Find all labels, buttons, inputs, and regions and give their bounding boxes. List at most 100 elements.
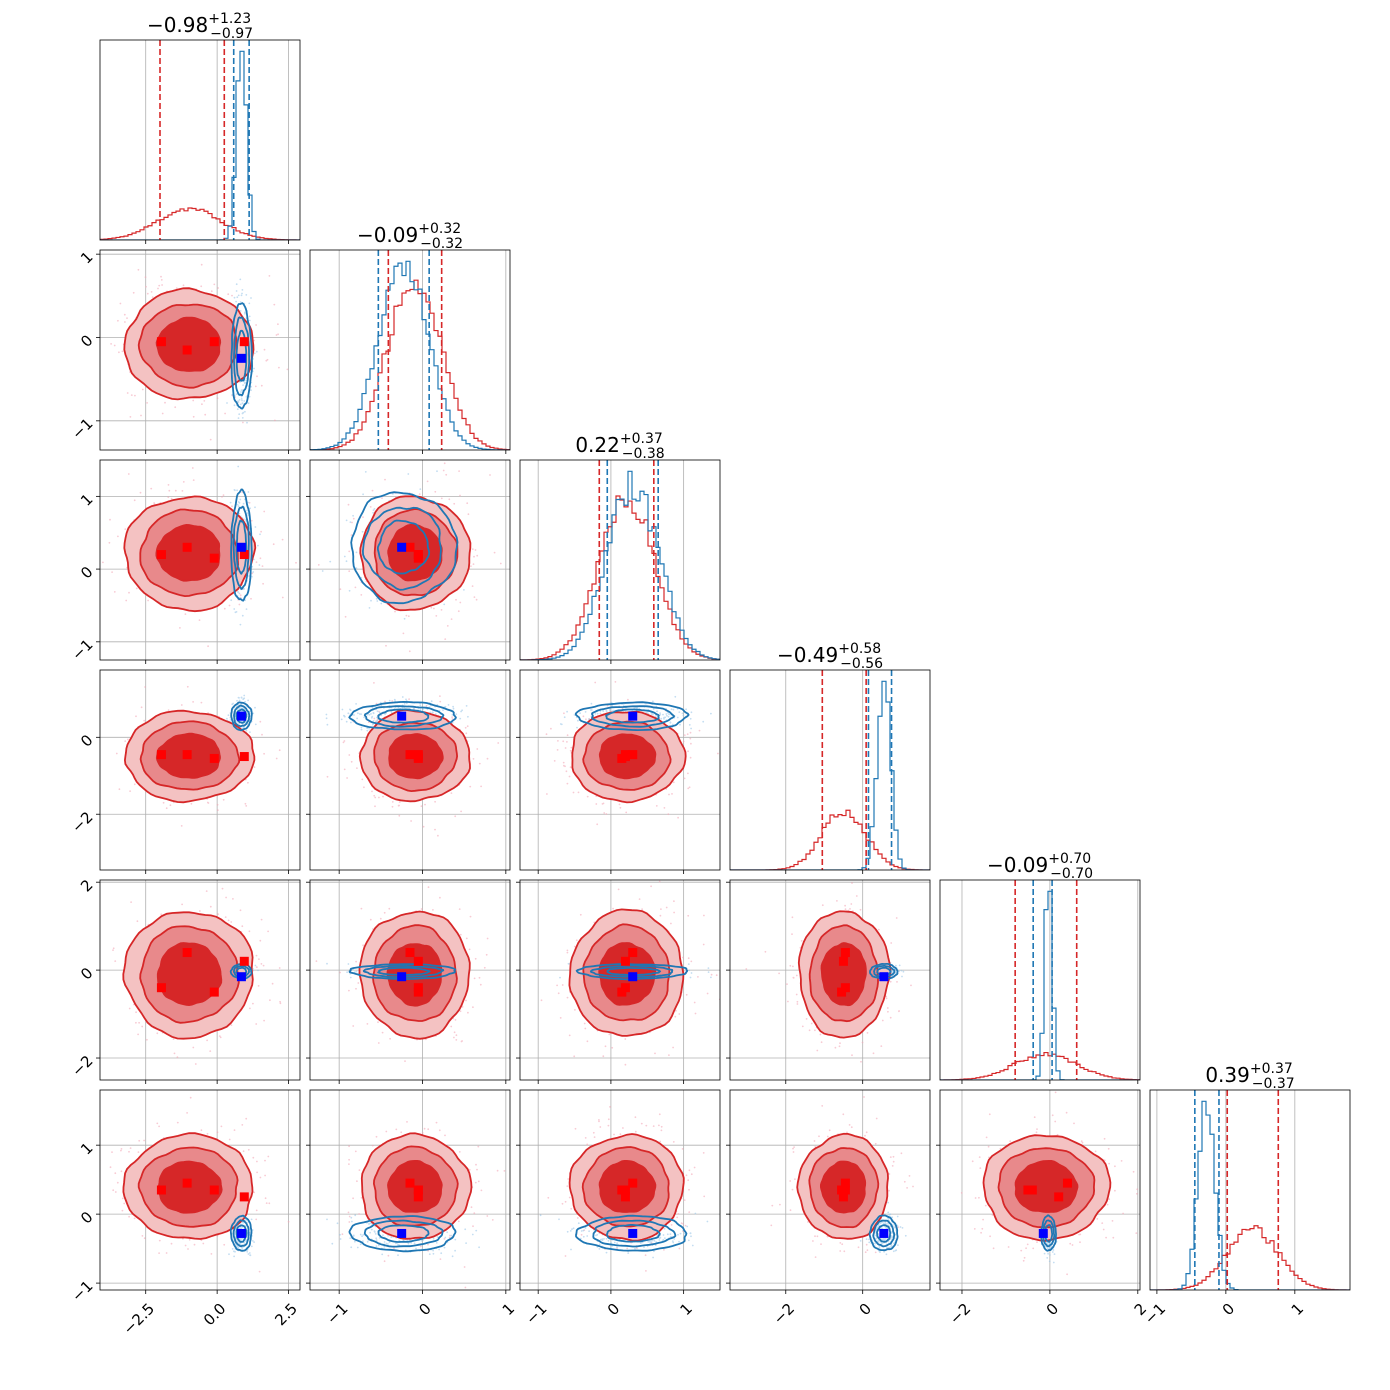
red-histogram: [520, 495, 720, 660]
blue-contour-line: [363, 1219, 444, 1248]
title-plus: +0.37: [1250, 1061, 1293, 1077]
red-marker: [617, 1185, 627, 1195]
panel-frame: [99, 879, 301, 1081]
y-tick-label: 1: [77, 248, 96, 267]
panel-content: [100, 460, 300, 660]
red-marker: [628, 1178, 638, 1188]
panel-frame: [99, 39, 301, 241]
blue-marker: [236, 1228, 246, 1238]
red-marker: [239, 956, 249, 966]
panel-0-0: [99, 39, 301, 244]
y-tick-label: 2: [77, 876, 96, 895]
x-tick-label: 2.5: [271, 1300, 301, 1330]
y-tick-label: −2: [68, 808, 96, 836]
title-median: −0.98: [147, 13, 208, 37]
panel-1-1: [309, 249, 511, 454]
panel-content: [100, 880, 300, 1080]
panel-frame: [939, 1089, 1141, 1291]
y-tick-label: −1: [68, 415, 96, 443]
panel-content: [100, 250, 300, 450]
blue-contour-line: [348, 700, 457, 731]
title-plus: +1.23: [208, 11, 251, 27]
panel-content: [940, 1090, 1140, 1290]
blue-marker: [628, 711, 638, 721]
y-tick-label: 0: [77, 563, 96, 582]
red-marker: [620, 956, 630, 966]
x-tick-label: 1: [677, 1300, 696, 1319]
panel-3-1: [306, 669, 511, 874]
red-marker: [840, 1178, 850, 1188]
panel-frame: [99, 669, 301, 871]
title-minus: −0.37: [1252, 1076, 1295, 1092]
blue-contour-line: [348, 1215, 457, 1253]
blue-histogram: [940, 890, 1140, 1080]
blue-contour-line: [873, 965, 896, 978]
blue-contour-line: [363, 705, 445, 728]
blue-marker: [236, 542, 246, 552]
blue-contour-line: [235, 708, 248, 724]
red-marker: [837, 987, 847, 997]
blue-contour-line: [350, 491, 459, 605]
panel-2-2: [519, 459, 721, 664]
blue-contour-line: [361, 506, 442, 591]
blue-histogram: [1150, 1100, 1350, 1290]
red-marker: [156, 337, 166, 347]
title-median: −0.09: [987, 853, 1048, 877]
panel-content: [100, 40, 300, 240]
blue-contour-line: [235, 519, 248, 575]
blue-contour-line: [575, 1214, 688, 1252]
red-marker: [182, 542, 192, 552]
blue-contour-line: [229, 1214, 253, 1252]
blue-marker: [879, 972, 889, 982]
x-tick-label: 0: [415, 1300, 434, 1319]
red-marker: [239, 550, 249, 560]
red-marker: [209, 987, 219, 997]
panel-content: [940, 880, 1140, 1080]
red-marker: [405, 948, 415, 958]
y-tick-label: 0: [77, 1208, 96, 1227]
blue-contour-line: [590, 705, 676, 728]
blue-contour-line: [230, 302, 254, 410]
red-marker: [239, 1192, 249, 1202]
x-tick-label: 1: [1288, 1300, 1307, 1319]
panel-4-2: [516, 879, 721, 1084]
y-tick-label: 0: [77, 964, 96, 983]
blue-marker: [397, 972, 407, 982]
red-marker: [413, 1185, 423, 1195]
blue-contour-line: [868, 1214, 899, 1252]
blue-contour-line: [230, 488, 253, 602]
red-marker: [405, 750, 415, 760]
panel-content: [520, 670, 720, 870]
title-minus: −0.38: [622, 446, 665, 462]
panel-frame: [99, 249, 301, 451]
red-marker: [156, 750, 166, 760]
panel-content: [520, 460, 720, 660]
panel-4-1: [306, 879, 511, 1084]
red-marker: [209, 337, 219, 347]
panel-1-0: [96, 249, 301, 454]
red-marker: [413, 987, 423, 997]
title-plus: +0.58: [838, 641, 881, 657]
panel-frame: [519, 879, 721, 1081]
x-tick-label: −1: [1141, 1300, 1169, 1328]
red-contour-inner: [156, 942, 223, 1007]
panel-4-4: [939, 879, 1141, 1084]
red-marker: [156, 1185, 166, 1195]
x-tick-label: −2.5: [120, 1300, 158, 1338]
red-marker: [239, 337, 249, 347]
blue-contour-line: [869, 962, 899, 980]
red-marker: [182, 750, 192, 760]
blue-contour-line: [232, 1219, 250, 1248]
panel-5-4: [936, 1089, 1141, 1294]
panel-5-5: [1149, 1089, 1351, 1294]
red-marker: [837, 1185, 847, 1195]
blue-contour-line: [376, 966, 431, 976]
panel-content: [100, 1090, 300, 1290]
panel-content: [310, 460, 510, 660]
blue-marker: [628, 1228, 638, 1238]
red-histogram: [730, 809, 930, 870]
blue-histogram: [310, 260, 510, 450]
panel-3-2: [516, 669, 721, 874]
red-marker: [182, 948, 192, 958]
title-minus: −0.56: [840, 656, 883, 672]
